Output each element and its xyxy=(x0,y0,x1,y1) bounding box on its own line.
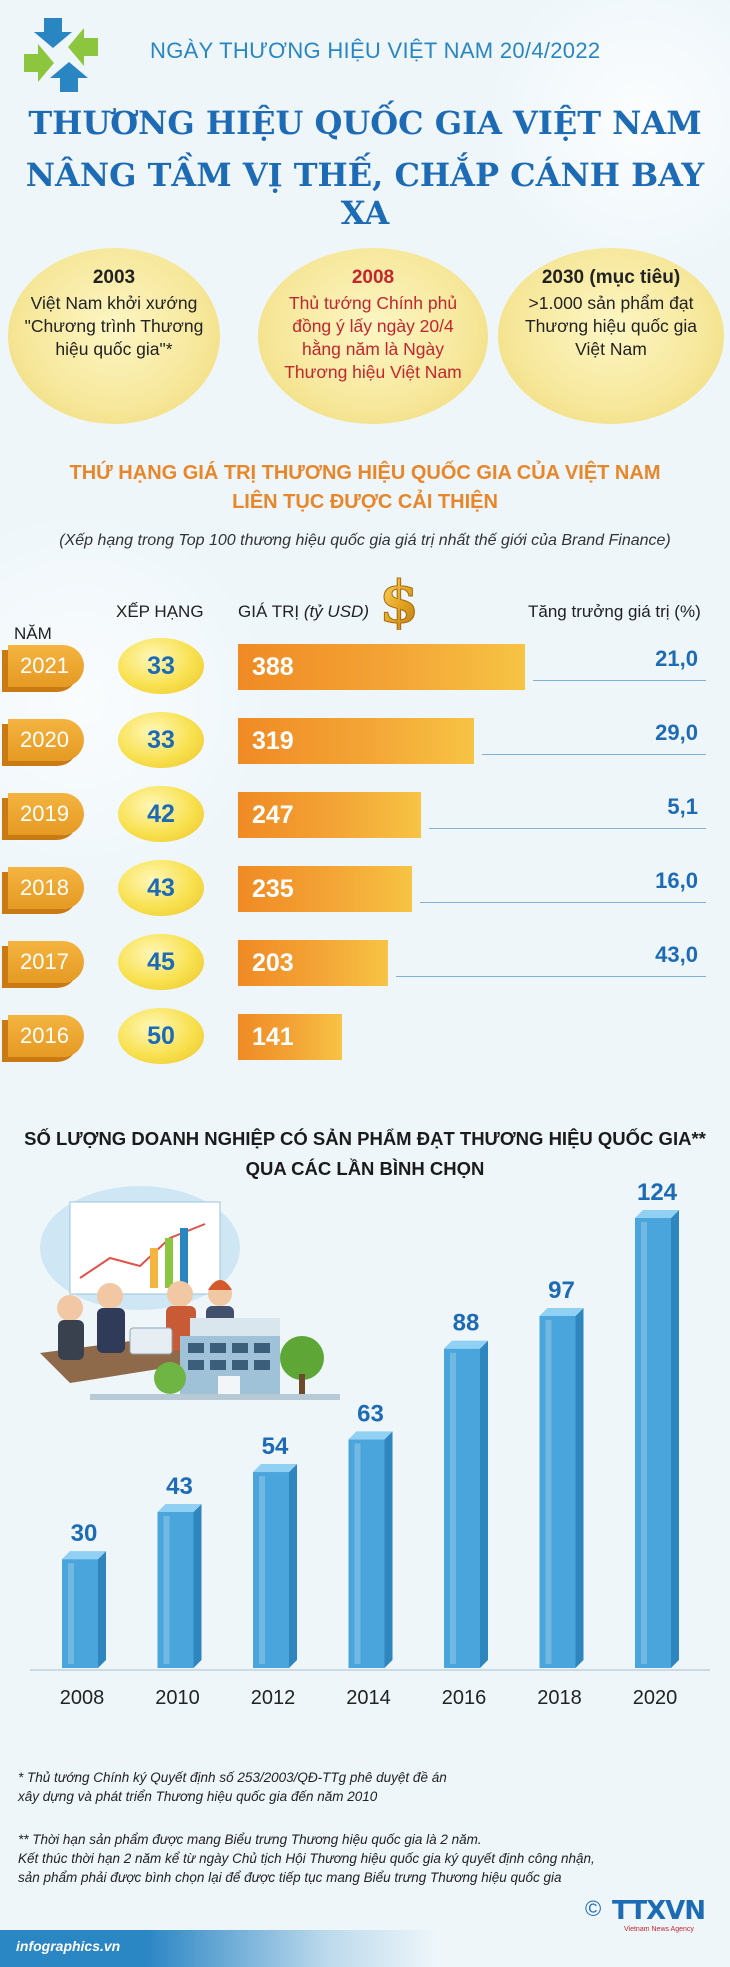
milestone-text-line: Thương hiệu Việt Nam xyxy=(284,362,462,382)
dollar-sign-icon: $ xyxy=(378,572,419,630)
date-line: NGÀY THƯƠNG HIỆU VIỆT NAM 20/4/2022 xyxy=(150,38,601,63)
milestone-year: 2003 xyxy=(92,267,136,288)
ranking-growth-value: 29,0 xyxy=(655,720,698,745)
ranking-value-bar: 388 xyxy=(238,644,525,690)
col-label-value: GIÁ TRỊ (tỷ USD) xyxy=(238,602,369,621)
ranking-rank-badge: 50 xyxy=(118,1008,204,1064)
ranking-row: 2018 43 235 16,0 xyxy=(0,858,730,918)
ranking-year-tab: 2019 xyxy=(8,793,84,835)
footnote-line: * Thủ tướng Chính ký Quyết định số 253/2… xyxy=(18,1770,447,1785)
growth-underline xyxy=(429,828,706,829)
ranking-value-bar: 203 xyxy=(238,940,388,986)
ranking-growth-value: 43,0 xyxy=(655,942,698,967)
ttxvn-logo-subtitle: Vietnam News Agency xyxy=(624,1926,694,1933)
milestone-text-line: >1.000 sản phẩm đạt xyxy=(528,293,694,313)
ranking-value-bar: 235 xyxy=(238,866,412,912)
ranking-value-bar: 141 xyxy=(238,1014,342,1060)
footnote-1: * Thủ tướng Chính ký Quyết định số 253/2… xyxy=(18,1768,578,1806)
ranking-row: 2016 50 141 xyxy=(0,1006,730,1066)
col-label-growth: Tăng trưởng giá trị (%) xyxy=(528,602,701,621)
ranking-rank-badge: 33 xyxy=(118,638,204,694)
milestone-2008: 2008 Thủ tướng Chính phủ đồng ý lấy ngày… xyxy=(258,248,488,424)
ranking-year-tab: 2021 xyxy=(8,645,84,687)
ranking-year-tab: 2016 xyxy=(8,1015,84,1057)
ranking-year-tab: 2017 xyxy=(8,941,84,983)
svg-text:$: $ xyxy=(379,572,419,630)
col-label-rank: XẾP HẠNG xyxy=(116,602,204,621)
footer-site-link[interactable]: infographics.vn xyxy=(16,1938,121,1954)
growth-underline xyxy=(420,902,706,903)
ranking-growth-value: 21,0 xyxy=(655,646,698,671)
milestone-text-line: đồng ý lấy ngày 20/4 xyxy=(292,316,454,336)
growth-underline xyxy=(533,680,706,681)
milestone-text-line: Việt Nam xyxy=(575,339,647,359)
growth-underline xyxy=(396,976,706,977)
ranking-year-tab: 2018 xyxy=(8,867,84,909)
ranking-note: (Xếp hạng trong Top 100 thương hiệu quốc… xyxy=(59,532,671,549)
milestone-year: 2008 xyxy=(351,267,395,288)
ranking-rank-badge: 33 xyxy=(118,712,204,768)
vietnam-brand-logo-icon xyxy=(24,18,98,92)
ranking-row: 2020 33 319 29,0 xyxy=(0,710,730,770)
ranking-rank-badge: 45 xyxy=(118,934,204,990)
growth-underline xyxy=(482,754,706,755)
milestone-text-line: hằng năm là Ngày xyxy=(301,339,445,359)
enterprise-chart-title-line1: SỐ LƯỢNG DOANH NGHIỆP CÓ SẢN PHẨM ĐẠT TH… xyxy=(24,1128,706,1149)
milestone-year: 2030 (mục tiêu) xyxy=(541,267,681,288)
ranking-growth-value: 5,1 xyxy=(667,794,698,819)
ranking-year-tab: 2020 xyxy=(8,719,84,761)
milestone-text-line: "Chương trình Thương xyxy=(24,316,204,336)
milestone-text-line: Thủ tướng Chính phủ xyxy=(288,293,458,313)
office-meeting-illustration xyxy=(40,1186,340,1400)
footer-band xyxy=(0,1930,730,1967)
footnote-2: ** Thời hạn sản phẩm được mang Biểu trưn… xyxy=(18,1830,718,1887)
ranking-rank-badge: 43 xyxy=(118,860,204,916)
ranking-title-line2: LIÊN TỤC ĐƯỢC CẢI THIỆN xyxy=(232,491,498,513)
enterprise-chart-title-line2: QUA CÁC LẦN BÌNH CHỌN xyxy=(245,1158,485,1179)
ranking-row: 2017 45 203 43,0 xyxy=(0,932,730,992)
ranking-value-bar: 319 xyxy=(238,718,474,764)
footnote-line: Kết thúc thời hạn 2 năm kể từ ngày Chủ t… xyxy=(18,1851,595,1866)
footnote-line: sản phẩm phải được bình chọn lại để được… xyxy=(18,1870,562,1885)
footnote-line: ** Thời hạn sản phẩm được mang Biểu trưn… xyxy=(18,1832,482,1847)
copyright-icon: © xyxy=(585,1896,602,1921)
col-label-year: NĂM xyxy=(14,624,52,643)
ranking-row: 2021 33 388 21,0 xyxy=(0,636,730,696)
milestone-2030: 2030 (mục tiêu) >1.000 sản phẩm đạt Thươ… xyxy=(498,248,724,424)
ranking-title-line1: THỨ HẠNG GIÁ TRỊ THƯƠNG HIỆU QUỐC GIA CỦ… xyxy=(69,462,661,484)
ranking-rank-badge: 42 xyxy=(118,786,204,842)
ranking-growth-value: 16,0 xyxy=(655,868,698,893)
page-title-line2: NÂNG TẦM VỊ THẾ, CHẮP CÁNH BAY XA xyxy=(25,156,705,232)
page-title-line1: THƯƠNG HIỆU QUỐC GIA VIỆT NAM xyxy=(28,104,702,142)
ranking-value-bar: 247 xyxy=(238,792,421,838)
ttxvn-logo: TTXVN xyxy=(612,1896,706,1926)
milestone-text-line: Thương hiệu quốc gia xyxy=(524,316,698,336)
milestone-2003: 2003 Việt Nam khởi xướng "Chương trình T… xyxy=(8,248,220,424)
footnote-line: xây dựng và phát triển Thương hiệu quốc … xyxy=(18,1789,378,1804)
milestone-text-line: hiệu quốc gia"* xyxy=(55,339,173,359)
milestone-text-line: Việt Nam khởi xướng xyxy=(30,293,198,313)
ranking-row: 2019 42 247 5,1 xyxy=(0,784,730,844)
